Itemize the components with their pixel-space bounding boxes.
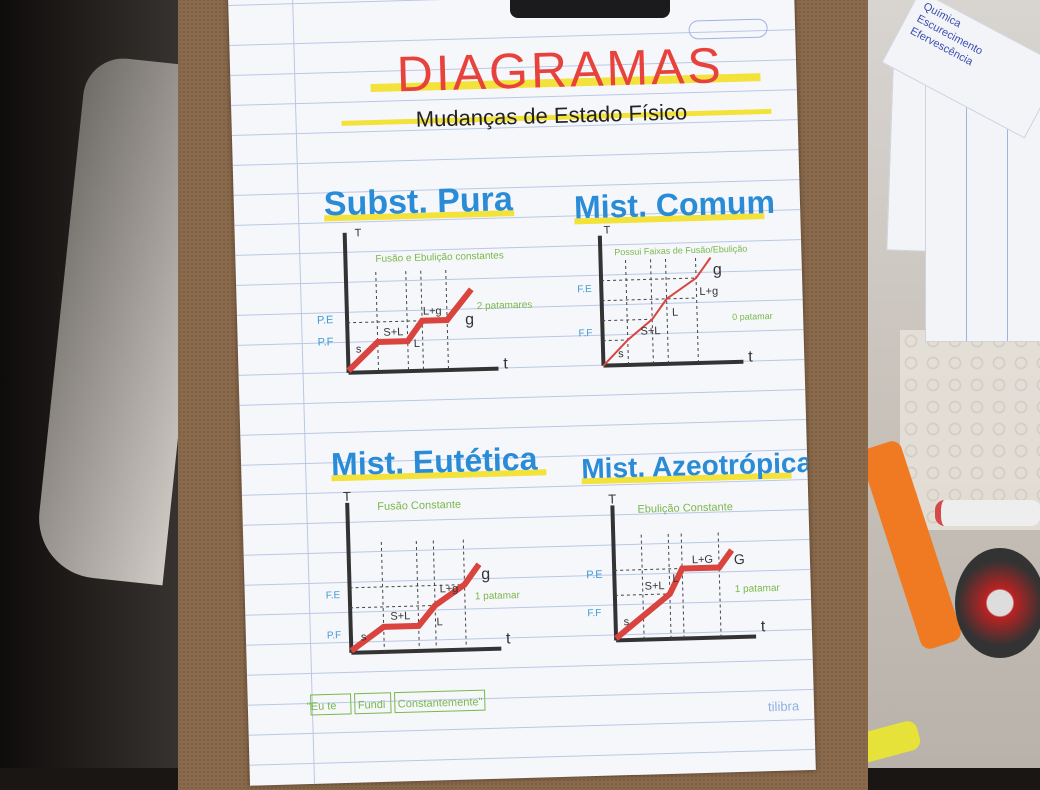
svg-text:s: s	[618, 348, 624, 360]
mnemonic-word: Constantemente"	[398, 696, 483, 710]
diagram-note: Ebulição Constante	[637, 501, 733, 516]
notebook-page: DIAGRAMAS Mudanças de Estado Físico Subs…	[228, 0, 816, 786]
diagram-note: Possui Faixas de Fusão/Ebulição	[614, 244, 747, 258]
date-box	[688, 18, 768, 40]
y-level-label: F.F	[578, 328, 592, 339]
svg-text:S+L: S+L	[383, 326, 403, 339]
svg-text:L+G: L+G	[692, 554, 713, 567]
heading-highlight	[324, 210, 515, 222]
svg-text:L+g: L+g	[423, 305, 442, 318]
mnemonic: "Eu te Fundi Constantemente"	[307, 689, 486, 716]
diagram-heading: Mist. Eutética	[331, 441, 538, 483]
y-axis-label: T	[604, 224, 611, 236]
heating-curve	[349, 562, 482, 654]
y-level-label: F.E	[577, 284, 592, 295]
y-axis-label: T	[343, 489, 351, 504]
heading-highlight	[581, 472, 792, 485]
svg-text:L+g: L+g	[439, 583, 458, 596]
diagram-heading: Mist. Azeotrópica	[581, 447, 813, 484]
heading-highlight	[574, 213, 765, 225]
x-axis-label: t	[503, 355, 508, 372]
handwritten-notes: DIAGRAMAS Mudanças de Estado Físico Subs…	[307, 18, 813, 716]
plateau-count: 2 patamares	[477, 300, 533, 313]
diagram-mist-comum: Mist. Comum T t Possui Faixas de Fusão/E…	[574, 184, 776, 368]
diagram-note: Fusão Constante	[377, 499, 461, 513]
svg-text:L: L	[672, 573, 678, 585]
y-level-label: F.F	[587, 608, 601, 619]
svg-text:S+L: S+L	[640, 325, 660, 338]
page-subtitle: Mudanças de Estado Físico	[415, 99, 687, 132]
clipboard-clip	[510, 0, 670, 18]
svg-text:g: g	[713, 261, 722, 278]
plateau-count: 1 patamar	[475, 590, 521, 602]
y-level-label: P.F	[327, 630, 342, 641]
svg-text:S+L: S+L	[644, 580, 664, 593]
white-marker	[935, 500, 1040, 526]
diagram-mist-eutetica: Mist. Eutética T t Fusão Constante 1 pat…	[326, 441, 547, 655]
y-level-label: F.E	[326, 590, 341, 601]
svg-text:L: L	[436, 616, 442, 628]
diagram-subst-pura: Subst. Pura T t Fusão e Ebulição constan…	[317, 180, 533, 375]
diagram-mist-azeotropica: Mist. Azeotrópica T t Ebulição Constante…	[581, 447, 813, 643]
heading-highlight	[331, 469, 547, 482]
svg-text:S+L: S+L	[390, 610, 410, 623]
svg-text:g: g	[465, 311, 474, 328]
page-title: DIAGRAMAS	[396, 37, 724, 102]
mnemonic-word: Fundi	[358, 699, 386, 712]
x-axis-label: t	[506, 630, 511, 647]
svg-text:G: G	[734, 551, 745, 567]
svg-text:s: s	[623, 616, 629, 628]
diagram-heading: Subst. Pura	[323, 180, 514, 223]
svg-text:L: L	[414, 338, 420, 350]
plateau-count: 1 patamar	[735, 583, 781, 595]
y-axis-label: T	[608, 491, 616, 506]
brand-logo: tilibra	[768, 698, 800, 714]
svg-text:L: L	[672, 307, 678, 319]
mnemonic-word: "Eu te	[307, 700, 337, 713]
tape-roll	[955, 548, 1040, 658]
heating-curve	[346, 287, 474, 373]
y-level-label: P.E	[317, 314, 334, 326]
svg-text:g: g	[481, 566, 490, 583]
y-axis-label: T	[355, 227, 362, 239]
svg-text:s: s	[361, 631, 367, 643]
diagram-heading: Mist. Comum	[574, 184, 776, 226]
lace-doily	[900, 330, 1040, 530]
diagram-note: Fusão e Ebulição constantes	[375, 250, 504, 265]
heating-curve	[614, 548, 735, 641]
y-level-label: P.E	[586, 569, 603, 581]
heating-curve	[602, 257, 712, 367]
subtitle-highlight	[341, 108, 772, 126]
x-axis-label: t	[748, 348, 753, 365]
plateau-count: 0 patamar	[732, 311, 773, 322]
title-highlight	[370, 73, 761, 93]
svg-text:s: s	[356, 343, 362, 355]
svg-text:L+g: L+g	[699, 285, 718, 298]
y-level-label: P.F	[318, 336, 334, 348]
x-axis-label: t	[761, 618, 766, 635]
